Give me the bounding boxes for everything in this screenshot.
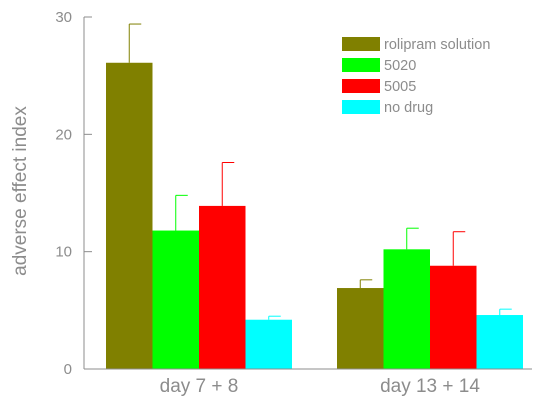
y-tick-label: 10 [55, 244, 72, 261]
bar [245, 319, 292, 369]
legend-label: no drug [384, 100, 433, 116]
x-category-label: day 7 + 8 [160, 376, 239, 397]
legend-swatch [342, 100, 380, 114]
legend-swatch [342, 79, 380, 93]
bar [430, 265, 477, 369]
y-tick-label: 20 [55, 126, 72, 143]
legend-label: 5020 [384, 58, 416, 74]
bars [106, 62, 523, 369]
bar [383, 249, 430, 369]
legend: rolipram solution 5020 5005 no drug [342, 37, 490, 116]
legend-label: 5005 [384, 79, 416, 95]
bar [199, 205, 246, 369]
x-category-labels: day 7 + 8 day 13 + 14 [160, 376, 481, 397]
y-ticks: 0 10 20 30 [55, 9, 92, 378]
bar [476, 315, 523, 369]
bar [106, 62, 153, 369]
legend-swatch [342, 58, 380, 72]
x-category-label: day 13 + 14 [380, 376, 480, 397]
axes [83, 17, 532, 370]
legend-swatch [342, 37, 380, 51]
y-axis-title: adverse effect index [10, 106, 31, 276]
bar [152, 230, 199, 369]
y-tick-label: 0 [64, 361, 72, 378]
legend-label: rolipram solution [384, 37, 490, 53]
y-tick-label: 30 [55, 9, 72, 26]
error-bars [128, 23, 512, 320]
bar [337, 288, 384, 369]
